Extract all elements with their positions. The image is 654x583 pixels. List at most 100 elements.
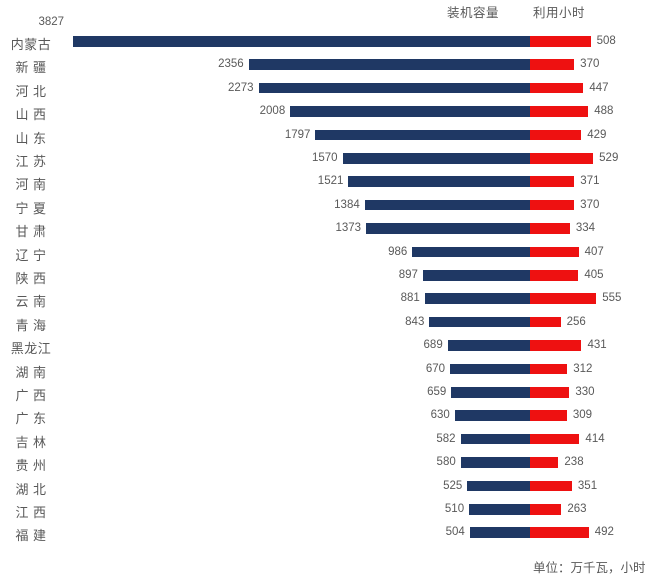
hours-value-label: 263 [567,503,587,515]
province-label: 河 南 [15,177,47,193]
hours-value-label: 370 [580,58,600,71]
hours-value-label: 312 [573,362,593,375]
capacity-bar [469,504,530,515]
capacity-value-label: 630 [430,409,450,422]
capacity-value-label: 3827 [38,16,65,28]
hours-bar [530,363,568,375]
hours-value-label: 309 [572,409,593,422]
hours-value-label: 334 [575,222,596,235]
capacity-bar [467,480,530,492]
province-label: 河 北 [15,83,47,99]
hours-bar [530,527,589,538]
unit-note: 单位：万千瓦，小时 [533,561,646,575]
hours-bar [530,270,579,281]
province-label: 福 建 [15,528,47,544]
hours-value-label: 238 [564,456,584,469]
capacity-value-label: 504 [445,526,465,539]
capacity-bar [364,199,530,211]
province-label: 黑龙江 [10,341,52,357]
hours-value-label: 492 [594,526,614,539]
hours-value-label: 405 [584,269,604,281]
hours-bar [530,36,591,47]
capacity-value-label: 1570 [311,152,338,164]
province-label: 陕 西 [15,271,47,286]
capacity-legend-label: 装机容量 [447,6,500,20]
province-label: 江 西 [15,505,47,520]
province-label: 江 苏 [15,154,47,169]
hours-value-label: 351 [577,479,598,492]
hours-value-label: 447 [589,81,609,94]
capacity-value-label: 2273 [228,81,254,94]
hours-bar [530,153,594,164]
hours-value-label: 330 [575,386,595,398]
capacity-value-label: 2356 [218,58,244,71]
hours-bar [530,410,567,421]
hours-value-label: 431 [587,339,607,352]
capacity-value-label: 659 [427,386,447,398]
hours-value-label: 256 [566,315,586,328]
hours-bar [530,199,575,211]
hours-value-label: 371 [580,175,600,188]
hours-bar [530,293,597,304]
capacity-value-label: 2008 [259,105,286,118]
capacity-value-label: 881 [400,292,420,305]
capacity-value-label: 1384 [334,198,360,211]
hours-bar [530,504,562,515]
capacity-bar [422,270,530,281]
capacity-bar [454,410,530,421]
hours-value-label: 414 [585,432,605,445]
capacity-bar [73,36,530,47]
capacity-value-label: 580 [436,456,456,469]
capacity-value-label: 897 [398,269,418,281]
hours-value-label: 370 [580,198,600,211]
province-label: 内蒙古 [10,37,52,52]
hours-bar [530,387,570,398]
capacity-bar [460,457,530,468]
capacity-bar [412,246,530,258]
capacity-value-label: 843 [405,315,425,328]
province-label: 广 西 [15,388,47,403]
capacity-bar [248,59,530,70]
province-label: 湖 北 [15,481,47,497]
capacity-value-label: 582 [436,432,456,445]
hours-bar [530,246,579,258]
capacity-value-label: 1373 [335,222,362,235]
province-label: 湖 南 [15,364,47,380]
province-label: 贵 州 [15,458,47,474]
province-label: 青 海 [15,317,47,333]
hours-value-label: 555 [602,292,622,305]
hours-value-label: 407 [584,245,604,258]
province-label: 云 南 [15,294,47,310]
capacity-bar [258,82,530,94]
province-label: 广 东 [15,411,47,427]
capacity-bar [429,316,530,328]
hours-bar [530,129,582,141]
hours-value-label: 508 [596,35,616,47]
hours-bar [530,106,589,117]
hours-bar [530,340,582,351]
capacity-value-label: 689 [423,339,443,352]
province-label: 新 疆 [15,60,47,76]
hours-bar [530,457,559,468]
capacity-bar [315,129,530,141]
capacity-bar [469,527,530,538]
province-label: 宁 夏 [15,200,47,216]
capacity-bar [447,340,530,351]
capacity-bar [342,153,530,164]
hours-bar [530,433,580,445]
hours-bar [530,59,575,70]
province-label: 辽 宁 [15,247,47,263]
province-label: 山 西 [15,107,47,123]
hours-bar [530,316,561,328]
capacity-bar [348,176,530,187]
capacity-bar [366,223,530,234]
hours-bar [530,176,575,187]
hours-value-label: 529 [599,152,619,164]
capacity-bar [450,363,530,375]
capacity-bar [460,433,530,445]
hours-legend-label: 利用小时 [533,6,586,20]
capacity-value-label: 986 [388,245,408,258]
hours-value-label: 429 [587,128,607,141]
